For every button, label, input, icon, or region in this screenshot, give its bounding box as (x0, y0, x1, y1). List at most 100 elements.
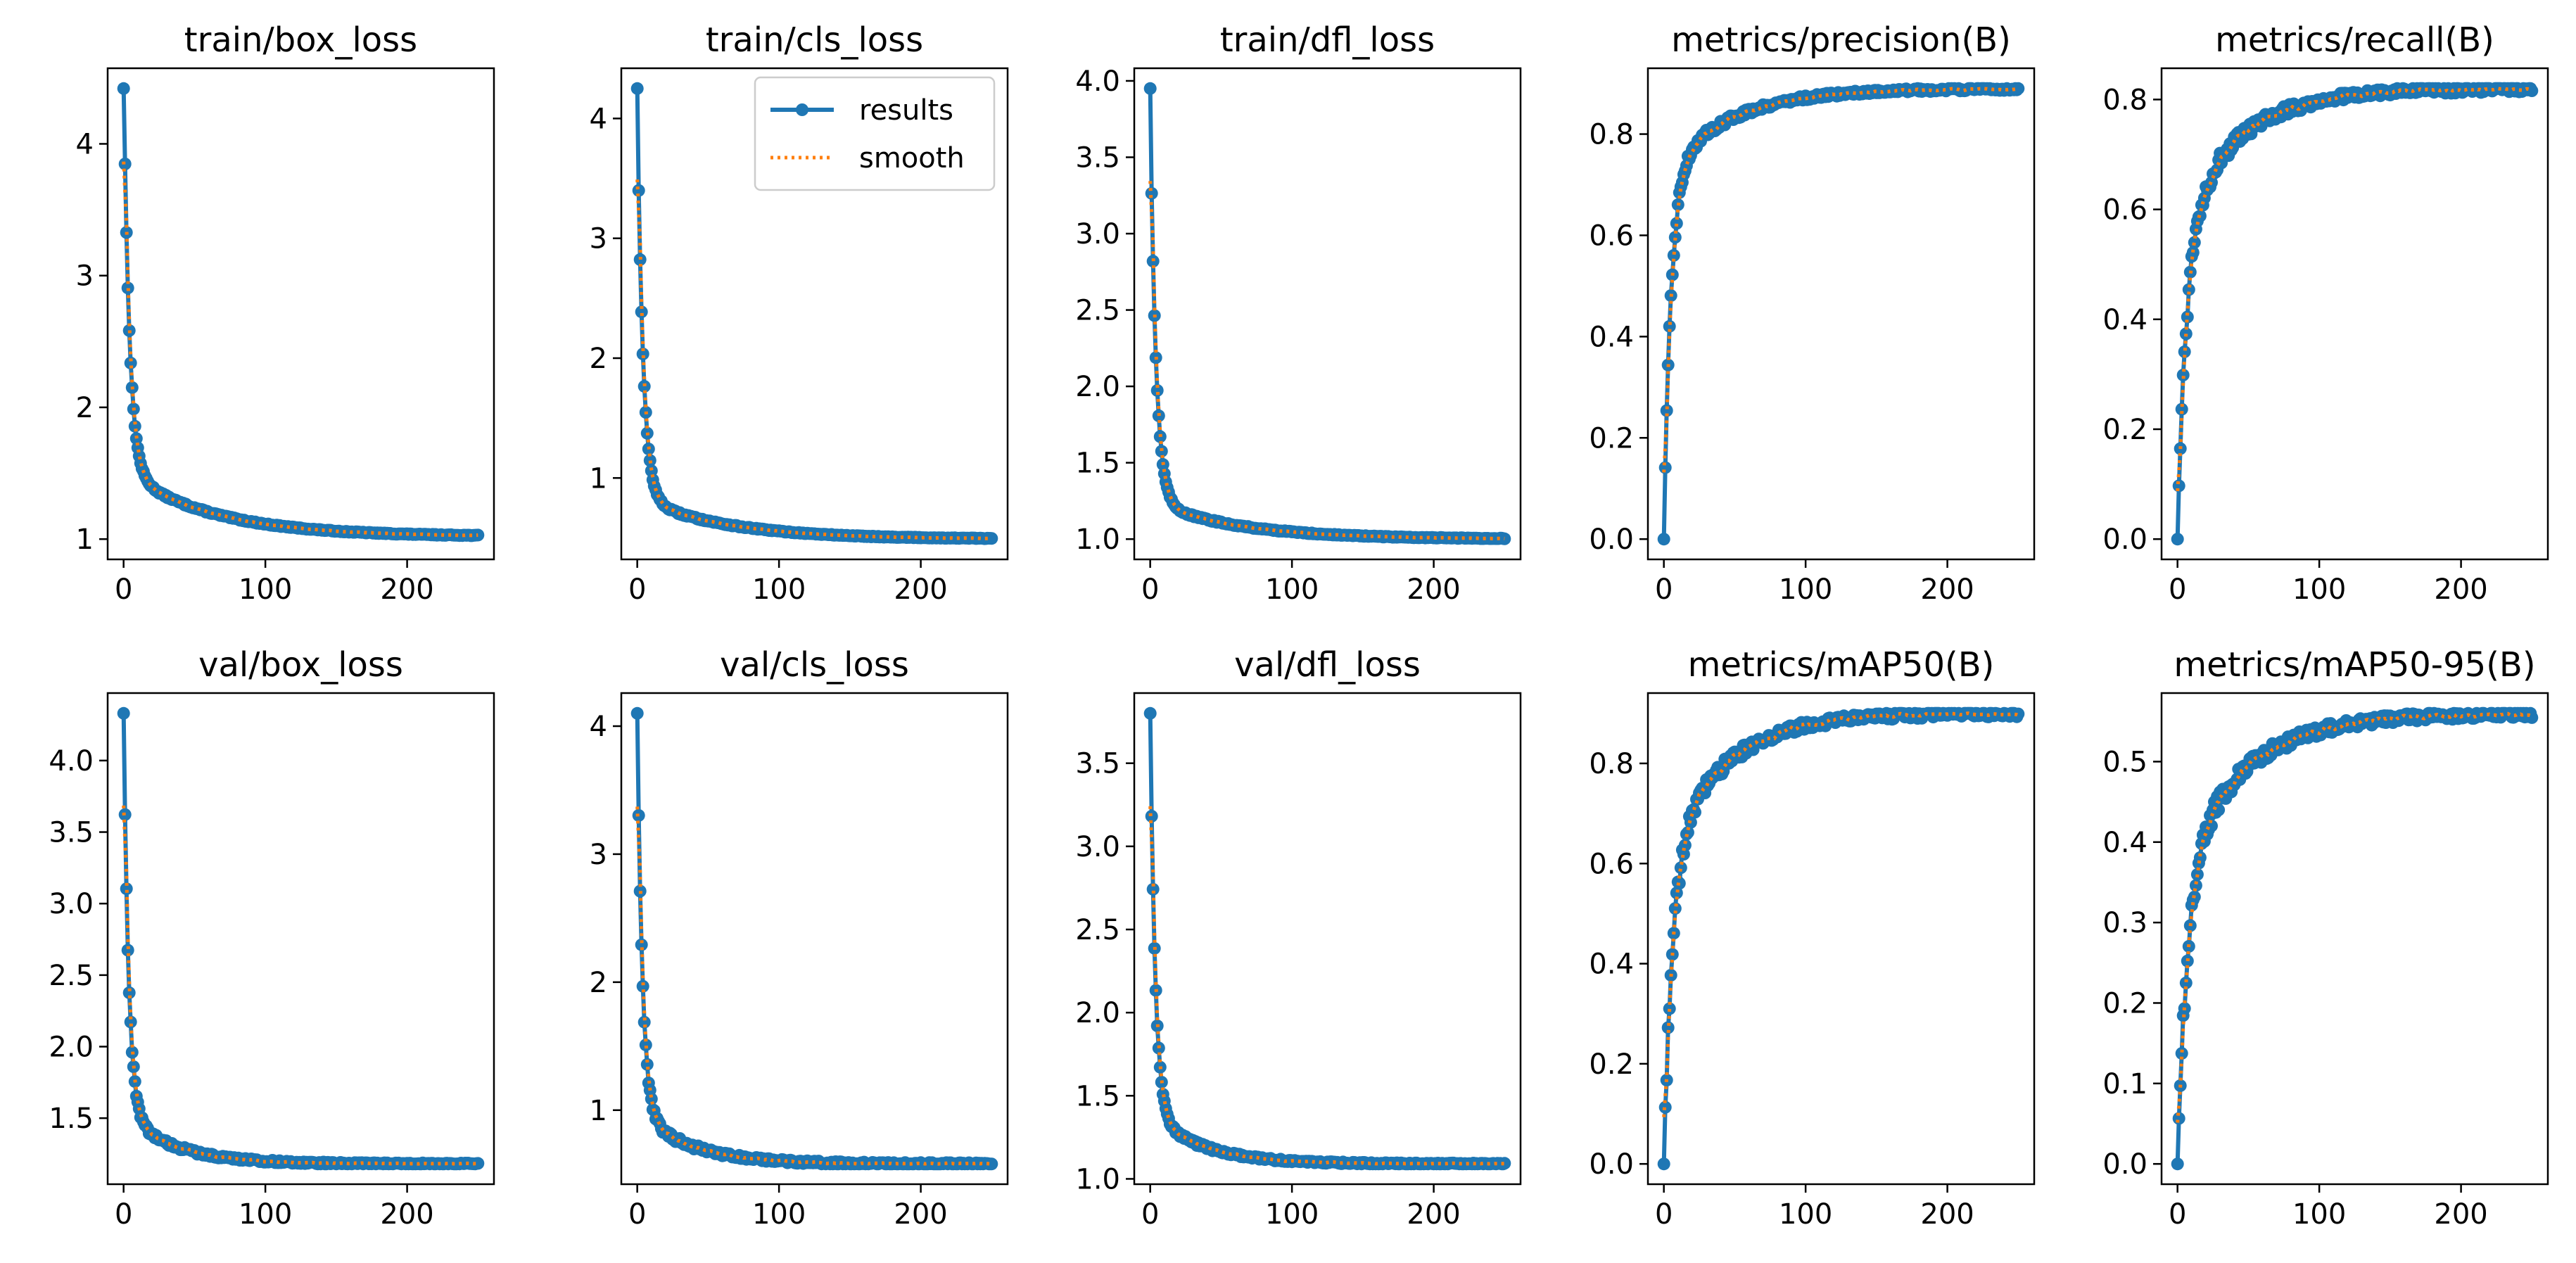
x-tick-label: 200 (1407, 573, 1460, 606)
results-point (124, 1015, 137, 1029)
y-tick-label: 1.5 (1075, 1080, 1120, 1112)
y-tick-label: 2.0 (1075, 997, 1120, 1029)
results-point (2525, 711, 2539, 724)
subplot-title: train/box_loss (184, 20, 417, 60)
x-tick-label: 200 (380, 1198, 433, 1231)
results-point (637, 380, 651, 393)
results-point (2188, 236, 2201, 249)
y-tick-label: 0.2 (2102, 414, 2147, 446)
results-point (2186, 246, 2200, 259)
plot-frame (1647, 692, 2036, 1186)
results-markers (630, 706, 998, 1171)
results-markers (1657, 82, 2025, 546)
results-series-line (121, 713, 479, 1167)
results-point (2193, 851, 2207, 864)
x-tick-label: 100 (239, 573, 292, 606)
y-tick-label: 3 (590, 223, 607, 255)
x-tick-label: 200 (894, 1198, 947, 1231)
y-tick-label: 0.8 (1589, 119, 1634, 151)
subplot-title: val/box_loss (198, 645, 403, 685)
y-tick-label: 0.6 (2102, 194, 2147, 227)
results-point (645, 1092, 658, 1105)
results-point (1658, 1100, 1672, 1114)
results-point (1155, 445, 1168, 458)
y-tick-label: 2.5 (1075, 295, 1120, 327)
y-tick-label: 0.2 (1589, 422, 1634, 455)
results-point (2172, 1112, 2185, 1125)
smooth-series-line (122, 161, 478, 538)
legend-results-label: results (859, 94, 953, 127)
subplot-title: metrics/precision(B) (1671, 20, 2011, 60)
y-tick-label: 0.4 (2102, 827, 2147, 859)
results-point (635, 305, 648, 319)
results-markers (1143, 82, 1511, 545)
results-point (121, 281, 134, 295)
legend: results smooth (754, 76, 996, 191)
results-point (471, 528, 485, 542)
x-tick-label: 0 (1655, 1198, 1673, 1231)
smooth-series-line (635, 179, 992, 540)
y-tick-label: 4 (590, 103, 607, 135)
results-point (124, 356, 137, 369)
results-point (2175, 1047, 2188, 1060)
results-point (2179, 976, 2193, 989)
results-markers (2171, 82, 2539, 546)
results-point (2176, 369, 2190, 381)
results-point (1145, 810, 1158, 823)
results-point (1143, 706, 1157, 720)
results-point (1667, 248, 1680, 262)
subplot-train-box-loss: train/box_loss 1 2 3 4 0 100 200 (76, 20, 495, 606)
y-tick-label: 0.1 (2102, 1068, 2147, 1100)
smooth-series-line (1148, 181, 1505, 540)
y-tick-label: 0.6 (1589, 220, 1634, 252)
y-tick-label: 0.8 (1589, 748, 1634, 780)
subplot-title: val/dfl_loss (1234, 645, 1421, 685)
x-tick-label: 100 (752, 573, 806, 606)
plot-frame (1647, 67, 2036, 561)
subplot-val-cls-loss: val/cls_loss 1 2 3 4 0 100 200 (590, 645, 1009, 1231)
results-point (2171, 533, 2184, 546)
x-tick-label: 0 (1141, 1198, 1159, 1231)
results-point (636, 979, 649, 993)
results-point (1498, 1157, 1511, 1170)
smooth-series-line (2176, 711, 2532, 1123)
x-tick-label: 100 (752, 1198, 806, 1231)
results-point (643, 454, 656, 467)
results-series-line (1148, 713, 1506, 1167)
y-tick-label: 4 (76, 128, 94, 160)
y-tick-label: 0.4 (1589, 948, 1634, 981)
subplot-metrics-map50-95-b: metrics/mAP50-95(B) 0.0 0.1 0.2 0.3 0.4 0.5 0 10… (2102, 645, 2549, 1231)
x-tick-label: 0 (115, 573, 132, 606)
results-point (1663, 319, 1676, 333)
y-tick-label: 1.5 (49, 1103, 94, 1135)
results-point (2212, 804, 2226, 817)
y-tick-label: 0.4 (2102, 304, 2147, 336)
plot-frame (620, 67, 1009, 561)
y-tick-label: 2.5 (1075, 914, 1120, 946)
results-point (1150, 383, 1164, 397)
x-tick-label: 200 (1920, 573, 1974, 606)
y-tick-label: 0.8 (2102, 84, 2147, 116)
results-point (1670, 217, 1683, 230)
results-point (1145, 186, 1158, 200)
results-point (2171, 1157, 2184, 1171)
results-series-line (121, 88, 479, 538)
smooth-series-line (635, 806, 992, 1166)
legend-smooth-label: smooth (859, 142, 965, 174)
plot-frame (106, 692, 495, 1186)
y-tick-label: 0.4 (1589, 321, 1634, 353)
subplot-title: metrics/mAP50-95(B) (2174, 645, 2535, 685)
y-tick-label: 4.0 (1075, 65, 1120, 98)
y-tick-label: 1.0 (1075, 523, 1120, 556)
results-point (117, 706, 130, 720)
results-point (636, 348, 649, 360)
y-tick-label: 0.2 (1589, 1048, 1634, 1081)
results-point (1146, 882, 1160, 896)
y-tick-label: 4.0 (49, 745, 94, 778)
y-tick-label: 0.6 (1589, 848, 1634, 880)
subplot-title: metrics/mAP50(B) (1688, 645, 1995, 685)
results-markers (117, 706, 485, 1171)
x-tick-label: 200 (2434, 573, 2487, 606)
y-tick-label: 3.0 (1075, 218, 1120, 250)
